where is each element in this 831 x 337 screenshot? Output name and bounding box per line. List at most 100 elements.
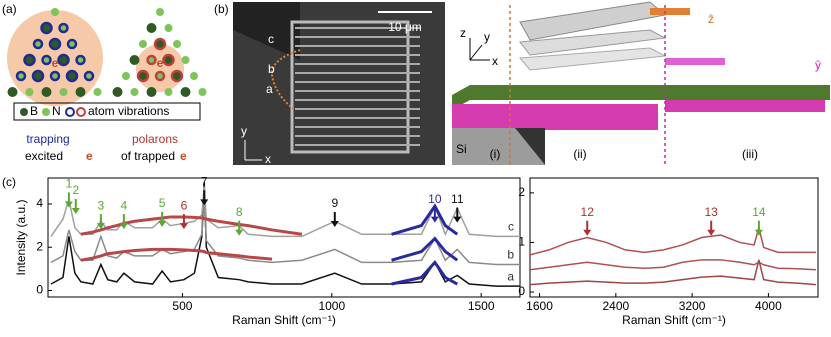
atom	[51, 8, 59, 16]
atom	[41, 87, 52, 97]
atom	[136, 69, 150, 83]
peak-label: 6	[181, 198, 188, 212]
atom	[32, 38, 44, 50]
atom	[57, 53, 70, 67]
atom	[146, 87, 157, 97]
substrate-label: Si	[456, 142, 467, 156]
ladder-frame	[290, 20, 410, 154]
y-axis-label: Intensity (a.u.)	[14, 199, 28, 275]
peak-arrowhead	[179, 223, 188, 230]
motion-label: ŷ	[815, 58, 821, 72]
x-tick-label: 1500	[468, 299, 495, 313]
atom	[156, 8, 164, 16]
guide-curve	[270, 49, 301, 111]
caption: polarons	[132, 132, 178, 146]
peak-label: 2	[72, 183, 79, 197]
atom	[129, 55, 140, 65]
series-line	[530, 259, 817, 286]
sem-shadow	[233, 2, 300, 60]
series-line	[391, 259, 458, 286]
atom	[40, 21, 53, 35]
axis-label: y	[484, 30, 490, 44]
atom	[23, 53, 36, 67]
series-line	[530, 259, 817, 271]
atom	[31, 69, 45, 83]
peak-label: 11	[451, 192, 464, 206]
plot-frame	[47, 177, 521, 298]
legend-ring	[76, 107, 86, 117]
peak-arrowhead	[158, 220, 167, 227]
atom	[75, 87, 86, 97]
x-axis-label: Raman Shift (cm⁻¹)	[232, 313, 336, 327]
legend-text: atom vibrations	[88, 104, 169, 118]
x-tick-label: 1600	[526, 299, 553, 313]
peak-label: 9	[331, 196, 338, 210]
y-tick-label: 0	[36, 283, 43, 297]
cantilever	[665, 58, 725, 65]
peak-label: 8	[236, 205, 243, 219]
atom	[75, 54, 86, 66]
atom	[48, 37, 62, 51]
atom	[180, 87, 191, 97]
atom	[7, 87, 18, 97]
caption: of trapped	[121, 149, 175, 163]
y-tick-label: 2	[518, 185, 525, 199]
atom	[146, 54, 157, 66]
atom	[25, 88, 34, 96]
series-line	[80, 215, 303, 236]
atom	[130, 88, 139, 96]
x-tick-label: 1000	[318, 299, 345, 313]
peak-arrowhead	[583, 229, 592, 236]
x-tick-label: 4000	[755, 299, 782, 313]
si-block	[452, 128, 545, 165]
atom	[170, 69, 184, 83]
peak-label: 5	[159, 196, 166, 210]
legend-box	[13, 102, 201, 121]
caption: e	[180, 149, 187, 163]
series-line	[530, 227, 817, 256]
point-label: c	[268, 32, 274, 46]
atom	[164, 88, 173, 96]
atom	[83, 70, 95, 82]
scale-label: 10 μm	[388, 20, 422, 34]
hbn-slab	[452, 85, 830, 110]
peak-arrowhead	[64, 201, 73, 208]
substrate-layer	[452, 104, 658, 130]
caption: trapping	[26, 132, 69, 146]
caption: e	[86, 149, 93, 163]
series-label: c	[508, 220, 514, 234]
y-tick-label: 2	[36, 239, 43, 253]
atom	[139, 40, 147, 48]
series-line	[80, 247, 273, 262]
atom	[15, 70, 27, 82]
legend-ring	[65, 107, 75, 117]
atom	[65, 69, 79, 83]
peak-arrowhead	[96, 223, 105, 230]
atom	[58, 22, 69, 34]
legend-dot	[42, 108, 50, 116]
axis-label: x	[265, 152, 271, 166]
peak-arrowhead	[430, 216, 439, 223]
legend-dot	[20, 108, 28, 116]
series-label: b	[507, 248, 514, 262]
plot-frame	[529, 177, 819, 298]
atom	[66, 38, 78, 50]
panel-label: (c)	[2, 175, 16, 189]
motion-label: ẑ	[708, 12, 714, 26]
atom	[181, 56, 190, 64]
peak-arrowhead	[330, 220, 339, 227]
y-tick-label: 0	[518, 284, 525, 298]
region-label: (iii)	[742, 147, 758, 161]
atom	[59, 88, 68, 96]
axis-label: x	[492, 54, 498, 68]
atom	[49, 70, 61, 82]
x-tick-label: 3200	[679, 299, 706, 313]
panel-label: (b)	[214, 2, 229, 16]
atom	[198, 88, 207, 96]
peak-arrowhead	[453, 216, 462, 223]
cantilever	[650, 8, 690, 15]
peak-label: 1	[66, 177, 73, 191]
region-label: (ii)	[573, 147, 586, 161]
